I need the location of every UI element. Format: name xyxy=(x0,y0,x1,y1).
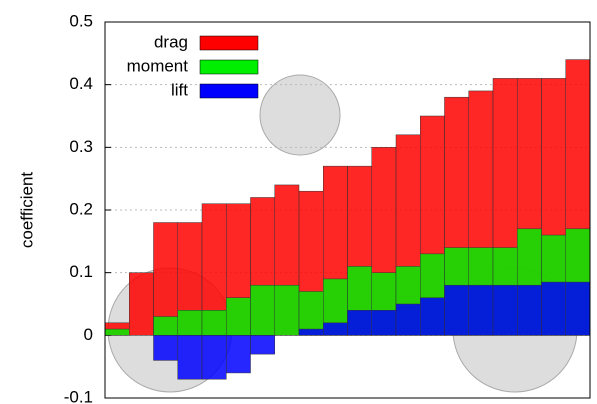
legend-swatch xyxy=(200,36,258,50)
bar xyxy=(202,310,226,335)
y-tick-label: 0 xyxy=(84,325,93,344)
bar xyxy=(154,335,178,360)
y-tick-label: -0.1 xyxy=(64,387,93,404)
bar xyxy=(154,317,178,336)
bar xyxy=(445,285,469,335)
bar xyxy=(420,298,444,336)
bar xyxy=(178,335,202,379)
bar xyxy=(129,273,153,336)
bar xyxy=(226,335,250,373)
bar xyxy=(493,285,517,335)
legend-label: moment xyxy=(127,56,189,75)
chart: coefficient -0.1 0 0.1 0.2 0.3 0.4 0.5 drag mome… xyxy=(0,0,597,404)
bar xyxy=(105,329,129,335)
bar xyxy=(469,285,493,335)
bar xyxy=(178,310,202,335)
bar xyxy=(517,285,541,335)
bar xyxy=(202,335,226,379)
legend-label: drag xyxy=(154,32,188,51)
y-axis-label: coefficient xyxy=(17,172,36,249)
legend-label: lift xyxy=(171,80,188,99)
bar xyxy=(275,285,299,335)
y-tick-label: 0.3 xyxy=(69,137,93,156)
y-tick-label: 0.5 xyxy=(69,11,93,30)
bar xyxy=(396,304,420,335)
bar xyxy=(299,291,323,335)
bar xyxy=(372,310,396,335)
bar xyxy=(566,282,590,335)
bar xyxy=(348,310,372,335)
bar xyxy=(299,329,323,335)
y-tick-label: 0.4 xyxy=(69,74,93,93)
legend-swatch xyxy=(200,84,258,98)
legend-swatch xyxy=(200,60,258,74)
bar xyxy=(323,323,347,336)
bar xyxy=(251,335,275,354)
y-tick-label: 0.2 xyxy=(69,199,93,218)
bar xyxy=(226,298,250,336)
bar xyxy=(542,282,566,335)
bar xyxy=(251,285,275,335)
y-tick-label: 0.1 xyxy=(69,262,93,281)
